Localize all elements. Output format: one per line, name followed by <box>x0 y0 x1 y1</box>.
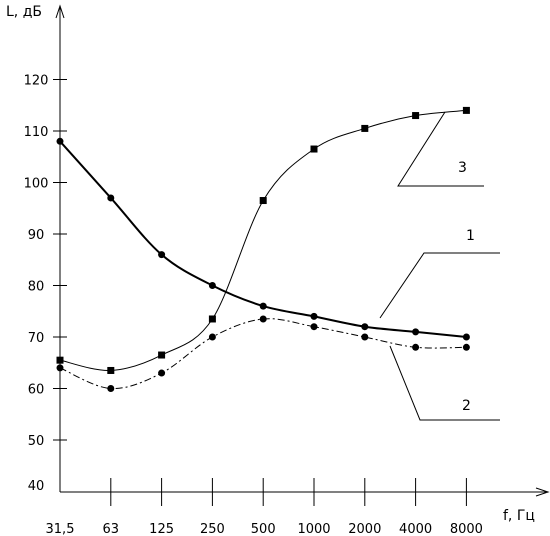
series-2-point <box>412 343 420 351</box>
series-2-point <box>56 364 64 372</box>
series-3-point <box>208 315 216 323</box>
series-2-point <box>107 385 115 392</box>
series-1-point <box>158 251 166 259</box>
x-tick-label: 63 <box>103 522 120 536</box>
series-1-point <box>259 302 267 310</box>
y-tick-label: 60 <box>28 383 45 398</box>
series-3-point <box>412 112 420 120</box>
y-ticks: 40 50 60 70 80 90 100 110 120 <box>24 74 67 494</box>
series-3-point <box>462 106 470 114</box>
series-2-point <box>158 369 166 377</box>
series-3-line <box>59 109 467 371</box>
series-1-point <box>462 333 470 341</box>
y-tick-label: 70 <box>28 331 45 346</box>
x-tick-label: 8000 <box>450 522 483 536</box>
x-tick-label: 2000 <box>348 522 381 536</box>
leader-series-3 <box>397 111 484 187</box>
series-1-point <box>361 323 369 331</box>
x-axis-arrow <box>535 487 550 497</box>
leader-series-1 <box>379 252 500 319</box>
y-tick-label: 80 <box>28 280 45 295</box>
series-1-point <box>56 137 64 145</box>
x-tick-label: 250 <box>200 522 225 536</box>
series-2-point <box>361 333 369 341</box>
x-axis-label: f, Гц <box>503 508 535 524</box>
series-3-point <box>361 124 369 132</box>
y-tick-label: 100 <box>24 177 49 192</box>
y-axis-arrow <box>55 4 65 19</box>
series-2-point <box>208 333 216 341</box>
series-curves <box>59 109 467 390</box>
series-3-point <box>259 197 267 205</box>
series-1-point <box>412 328 420 336</box>
legend-label-3: 3 <box>458 160 467 176</box>
y-tick-label: 120 <box>24 74 49 89</box>
series-2-point <box>310 323 318 331</box>
series-3-point <box>158 351 166 359</box>
y-tick-label: 50 <box>28 434 45 449</box>
y-tick-label: 90 <box>28 228 45 243</box>
series-1-point <box>310 312 318 320</box>
y-tick-label: 40 <box>28 479 45 494</box>
series-1-point <box>208 282 216 289</box>
series-2-line <box>59 318 467 390</box>
y-axis-label: L, дБ <box>6 4 42 20</box>
x-ticks: 31,5 63 125 250 500 1000 2000 4000 8000 <box>46 478 483 536</box>
series-points <box>56 106 470 392</box>
series-3-point <box>107 366 115 374</box>
leader-series-2 <box>389 345 500 421</box>
series-3-point <box>56 356 64 364</box>
x-tick-label: 500 <box>251 522 276 536</box>
x-tick-label: 4000 <box>399 522 432 536</box>
x-tick-label: 31,5 <box>46 522 75 536</box>
y-tick-label: 110 <box>24 125 49 140</box>
series-2-point <box>462 343 470 351</box>
x-tick-label: 1000 <box>297 522 330 536</box>
legend-label-1: 1 <box>466 228 475 244</box>
x-tick-label: 125 <box>149 522 174 536</box>
series-3-point <box>310 145 318 153</box>
series-1-point <box>107 194 115 202</box>
series-2-point <box>259 315 267 323</box>
legend-label-2: 2 <box>462 398 471 414</box>
